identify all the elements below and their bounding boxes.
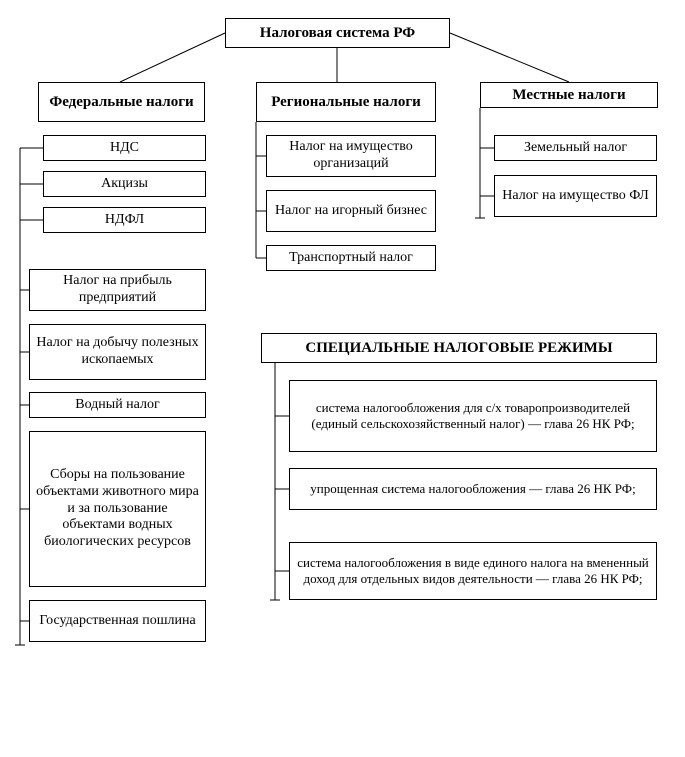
federal-item: Акцизы [43, 171, 206, 197]
category-header-federal: Федеральные налоги [38, 82, 205, 122]
federal-item: НДФЛ [43, 207, 206, 233]
federal-item: НДС [43, 135, 206, 161]
special-regime-item: упрощенная система налогообложения — гла… [289, 468, 657, 510]
category-header-local: Местные налоги [480, 82, 658, 108]
special-regime-item: система налогообложения для с/х товаропр… [289, 380, 657, 452]
local-item: Земельный налог [494, 135, 657, 161]
special-regime-item: система налогообложения в виде единого н… [289, 542, 657, 600]
root-node: Налоговая система РФ [225, 18, 450, 48]
federal-item: Государственная пошлина [29, 600, 206, 642]
category-header-regional: Региональные налоги [256, 82, 436, 122]
regional-item: Налог на имущество организаций [266, 135, 436, 177]
federal-item: Налог на прибыль предприятий [29, 269, 206, 311]
local-item: Налог на имущество ФЛ [494, 175, 657, 217]
federal-item: Налог на добычу полезных ископаемых [29, 324, 206, 380]
special-regimes-title: СПЕЦИАЛЬНЫЕ НАЛОГОВЫЕ РЕЖИМЫ [261, 333, 657, 363]
federal-item: Водный налог [29, 392, 206, 418]
regional-item: Транспортный налог [266, 245, 436, 271]
regional-item: Налог на игорный бизнес [266, 190, 436, 232]
federal-item: Сборы на пользование объектами животного… [29, 431, 206, 587]
